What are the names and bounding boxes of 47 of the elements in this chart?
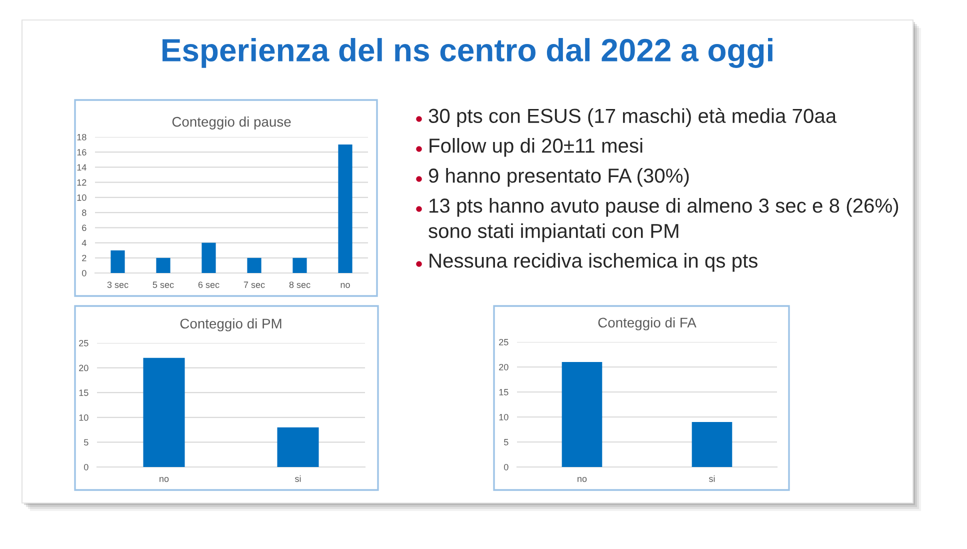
y-tick-label: 25: [499, 338, 508, 346]
y-tick-label: 15: [79, 390, 88, 396]
x-tick-label: 6 sec: [198, 282, 220, 288]
y-tick-label: 5: [504, 439, 508, 446]
y-tick-label: 10: [77, 194, 86, 201]
y-tick-label: 14: [77, 164, 86, 170]
x-tick-label: 7 sec: [244, 282, 265, 288]
bar: [338, 144, 352, 273]
x-tick-label: no: [160, 477, 169, 482]
x-tick-label: si: [294, 475, 301, 482]
x-tick-label: 5 sec: [152, 282, 174, 288]
text: Follow up di 20±11 mesi: [430, 138, 642, 157]
bar: [110, 250, 125, 273]
y-tick-label: 20: [499, 364, 508, 370]
y-tick-label: 12: [77, 179, 86, 186]
x-tick-label: no: [340, 283, 350, 288]
bar: [247, 258, 262, 273]
x-tick-label: 8 sec: [289, 282, 310, 288]
x-tick-label: no: [578, 477, 587, 482]
y-tick-label: 25: [79, 340, 88, 346]
y-tick-label: 10: [499, 414, 508, 420]
y-tick-label: 4: [82, 240, 86, 246]
bar: [156, 258, 170, 273]
y-tick-label: 0: [84, 464, 88, 470]
text: 30 pts con ESUS (17 maschi) età media 70aa: [428, 108, 837, 128]
text: Nessuna recidiva ischemica in qs pts: [430, 253, 758, 272]
y-tick-label: 0: [504, 464, 508, 470]
x-tick-label: si: [708, 475, 715, 482]
y-tick-label: 2: [82, 254, 86, 262]
chart-title: Conteggio di FA: [598, 317, 696, 330]
y-tick-label: 16: [77, 149, 86, 156]
bar: [202, 242, 216, 273]
y-tick-label: 8: [82, 210, 86, 216]
y-tick-label: 10: [79, 414, 88, 421]
x-tick-label: 3 sec: [107, 282, 128, 288]
y-tick-label: 20: [79, 364, 88, 372]
y-tick-label: 15: [499, 389, 508, 396]
bar: [292, 258, 307, 273]
text: Esperienza del ns centro dal 2022 a oggi: [162, 38, 772, 68]
text: 13 pts hanno avuto pause di almeno 3 sec e 8 (26%) sono stati impiantati con PM: [428, 198, 898, 242]
chart-title: Conteggio di pause: [172, 116, 291, 130]
text: 9 hanno presentato FA (30%): [428, 168, 689, 187]
chart-title: Conteggio di PM: [180, 318, 282, 332]
y-tick-label: 18: [77, 134, 86, 140]
y-tick-label: 6: [82, 224, 86, 232]
y-tick-label: 0: [82, 270, 86, 276]
y-tick-label: 5: [84, 439, 88, 446]
